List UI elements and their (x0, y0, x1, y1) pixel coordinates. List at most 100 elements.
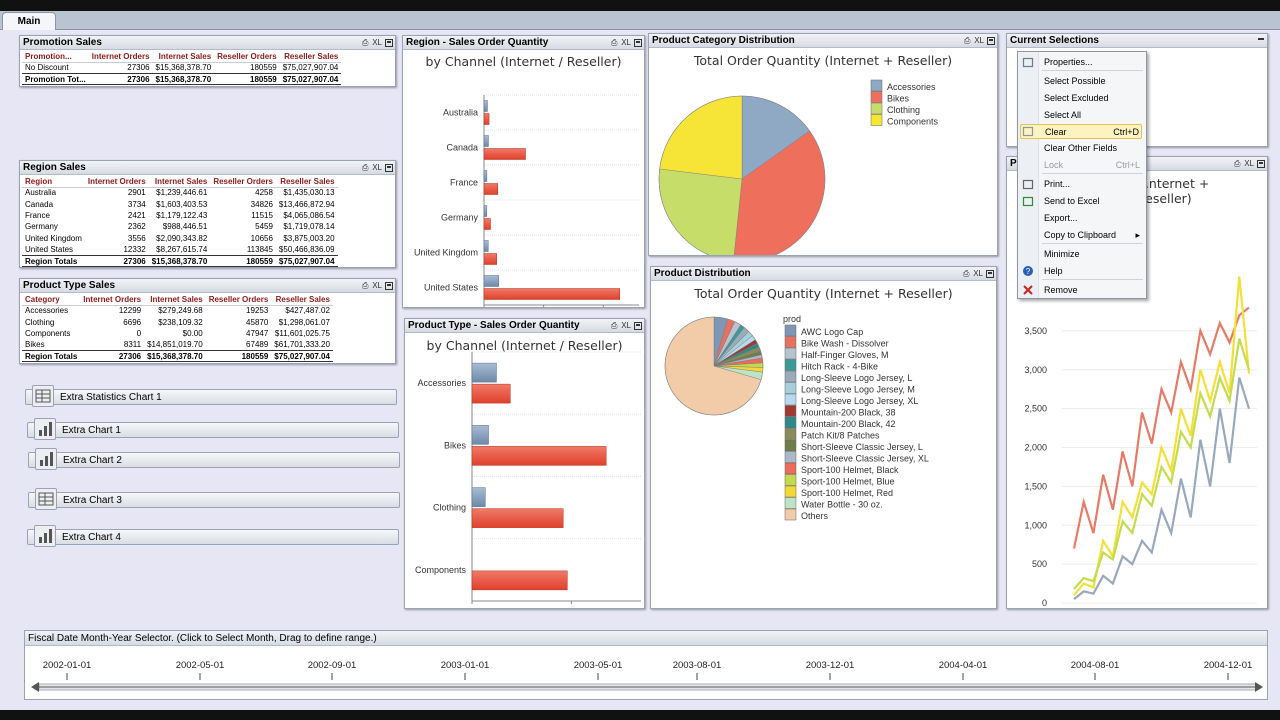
menu-item-select-excluded[interactable]: Select Excluded (1044, 91, 1142, 106)
legend-entry[interactable]: Mountain-200 Black, 38 (801, 408, 896, 418)
column-header[interactable]: Reseller Sales (271, 294, 333, 306)
timeline-date-label[interactable]: 2004-12-01 (1204, 660, 1253, 671)
minimize-icon[interactable] (986, 270, 994, 278)
product-category-distribution-chart[interactable]: Product Category Distribution ⎙ XL Total … (648, 33, 998, 256)
legend-entry[interactable]: Accessories (887, 82, 936, 92)
column-header[interactable]: Category (22, 294, 81, 306)
legend-entry[interactable]: Long-Sleeve Logo Jersey, XL (801, 396, 918, 406)
bar[interactable] (471, 446, 607, 466)
category-label[interactable]: United States (424, 283, 479, 293)
menu-item-export[interactable]: Export... (1044, 211, 1142, 226)
fiscal-date-selector[interactable]: Fiscal Date Month-Year Selector. (Click … (24, 630, 1268, 700)
table-cell[interactable]: Bikes (25, 340, 45, 350)
minimize-icon[interactable] (634, 322, 642, 330)
minimize-icon[interactable] (987, 37, 995, 45)
legend-entry[interactable]: Half-Finger Gloves, M (801, 350, 889, 360)
timeline-date-label[interactable]: 2004-08-01 (1071, 660, 1120, 671)
table-cell[interactable]: France (25, 210, 50, 220)
column-header[interactable]: Reseller Orders (214, 51, 280, 63)
bar[interactable] (471, 425, 489, 445)
series-line[interactable] (1072, 306, 1250, 549)
legend-entry[interactable]: Sport-100 Helmet, Red (801, 488, 893, 498)
scroll-left-icon[interactable] (31, 682, 39, 692)
table-row[interactable]: Canada 3734 $1,603,403.53 34826 $13,466,872.… (22, 198, 338, 209)
column-header[interactable]: Internet Orders (80, 294, 145, 306)
column-header[interactable]: Internet Orders (88, 51, 153, 63)
menu-item-print[interactable]: Print... (1044, 177, 1142, 192)
print-icon[interactable]: ⎙ (362, 163, 369, 172)
table-row[interactable]: No Discount 27306 $15,368,378.70 180559 $75,… (22, 62, 341, 73)
bar[interactable] (483, 148, 526, 160)
context-menu[interactable]: Properties... Select Possible Select Exclu… (1017, 51, 1147, 299)
minimized-extra-chart-2[interactable]: Extra Chart 2 (28, 448, 400, 470)
minimize-icon[interactable] (385, 39, 393, 47)
excel-icon[interactable]: XL (1244, 159, 1254, 168)
bar[interactable] (483, 218, 491, 230)
menu-item-lock[interactable]: Lock Ctrl+L (1044, 158, 1142, 173)
legend-entry[interactable]: Water Bottle - 30 oz. (801, 500, 883, 510)
minimize-icon[interactable] (385, 164, 393, 172)
minimize-icon[interactable] (1257, 37, 1265, 45)
product-distribution-chart[interactable]: Product Distribution ⎙ XL Total Order Qua… (650, 266, 997, 609)
column-header[interactable]: Reseller Orders (205, 294, 272, 306)
column-header[interactable]: Internet Orders (84, 176, 149, 188)
bar[interactable] (483, 288, 620, 300)
legend-entry[interactable]: Long-Sleeve Logo Jersey, M (801, 385, 915, 395)
bar[interactable] (483, 170, 488, 182)
category-label[interactable]: United Kingdom (414, 248, 478, 258)
timeline-date-label[interactable]: 2003-08-01 (673, 660, 722, 671)
table-row[interactable]: Australia 2901 $1,239,446.61 4258 $1,435,030… (22, 187, 338, 198)
menu-item-remove[interactable]: Remove (1044, 283, 1142, 298)
table-cell[interactable]: Clothing (25, 317, 55, 327)
excel-icon[interactable]: XL (372, 163, 382, 172)
column-header[interactable]: Internet Sales (144, 294, 206, 306)
bar[interactable] (471, 362, 497, 383)
table-row[interactable]: United Kingdom 3556 $2,090,343.82 10656 $3,8… (22, 233, 338, 244)
column-header[interactable]: Internet Sales (148, 176, 211, 188)
table-cell[interactable]: United Kingdom (25, 233, 82, 243)
table-row[interactable]: Clothing 6696 $238,109.32 45870 $1,298,061.0… (22, 316, 333, 327)
menu-item-clear[interactable]: Clear Ctrl+D (1020, 124, 1142, 139)
table-row[interactable]: Bikes 8311 $14,851,019.70 67489 $61,701,333.… (22, 339, 333, 350)
scroll-right-icon[interactable] (1255, 682, 1263, 692)
minimize-icon[interactable] (1257, 160, 1265, 168)
table-row[interactable]: Accessories 12299 $279,249.68 19253 $427,487… (22, 305, 333, 316)
print-icon[interactable]: ⎙ (964, 36, 971, 45)
bar[interactable] (483, 183, 498, 195)
legend-entry[interactable]: Short-Sleeve Classic Jersey, XL (801, 454, 929, 464)
bar[interactable] (483, 100, 488, 112)
legend-entry[interactable]: Long-Sleeve Logo Jersey, L (801, 373, 912, 383)
tab-main[interactable]: Main (2, 12, 56, 30)
bar[interactable] (471, 383, 511, 404)
excel-icon[interactable]: XL (621, 321, 631, 330)
table-row[interactable]: United States 12332 $8,267,615.74 113845 $50… (22, 244, 338, 255)
legend-entry[interactable]: Short-Sleeve Classic Jersey, L (801, 442, 923, 452)
excel-icon[interactable]: XL (372, 38, 382, 47)
table-cell[interactable]: United States (25, 244, 74, 254)
category-label[interactable]: Accessories (417, 378, 466, 388)
category-label[interactable]: Germany (441, 213, 479, 223)
table-row[interactable]: Germany 2362 $988,446.51 5459 $1,719,078.14 (22, 221, 338, 232)
print-icon[interactable]: ⎙ (362, 281, 369, 290)
column-header[interactable]: Region (22, 176, 85, 188)
timeline-date-label[interactable]: 2002-05-01 (176, 660, 225, 671)
column-header[interactable]: Reseller Orders (210, 176, 276, 188)
minimized-extra-statistics-chart-1[interactable]: Extra Statistics Chart 1 (25, 385, 397, 407)
bar[interactable] (471, 487, 486, 507)
column-header[interactable]: Reseller Sales (275, 176, 338, 188)
bar[interactable] (483, 113, 490, 125)
menu-item-select-possible[interactable]: Select Possible (1044, 74, 1142, 89)
legend-entry[interactable]: Bikes (887, 94, 910, 104)
timeline-date-label[interactable]: 2002-01-01 (43, 660, 92, 671)
menu-item-help[interactable]: Help (1044, 264, 1142, 279)
timeline-date-label[interactable]: 2003-12-01 (806, 660, 855, 671)
legend-entry[interactable]: Components (887, 117, 939, 127)
category-label[interactable]: Components (415, 565, 467, 575)
menu-item-properties[interactable]: Properties... (1044, 55, 1142, 70)
region-sales-table[interactable]: Region Sales ⎙ XL Region Internet Orders In… (19, 160, 396, 268)
minimized-extra-chart-4[interactable]: Extra Chart 4 (27, 525, 399, 547)
column-header[interactable]: Reseller Sales (279, 51, 342, 63)
legend-entry[interactable]: Hitch Rack - 4-Bike (801, 362, 878, 372)
table-row[interactable]: France 2421 $1,179,122.43 11515 $4,065,086.5… (22, 210, 338, 221)
minimize-icon[interactable] (634, 39, 642, 47)
